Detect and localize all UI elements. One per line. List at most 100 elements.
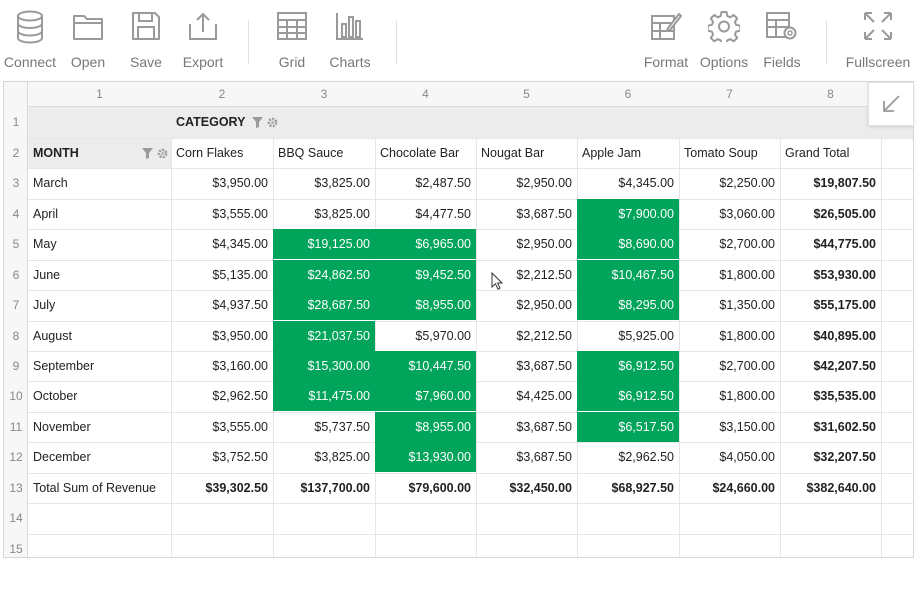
fullscreen-button[interactable]: Fullscreen — [843, 6, 913, 76]
category-member-header[interactable]: Nougat Bar — [481, 146, 545, 160]
total-cell[interactable]: $32,450.00 — [509, 481, 572, 495]
column-header[interactable]: 1 — [96, 87, 103, 101]
category-member-header[interactable]: BBQ Sauce — [278, 146, 344, 160]
row-label-month[interactable]: November — [33, 420, 91, 434]
value-cell[interactable]: $5,970.00 — [415, 329, 471, 343]
value-cell[interactable]: $3,555.00 — [212, 207, 268, 221]
value-cell[interactable]: $3,825.00 — [314, 450, 370, 464]
highlighted-value-cell[interactable]: $10,447.50 — [375, 351, 476, 381]
value-cell[interactable]: $3,950.00 — [212, 176, 268, 190]
category-field-header[interactable]: CATEGORY — [171, 107, 371, 138]
value-cell[interactable]: $3,060.00 — [719, 207, 775, 221]
value-cell[interactable]: $1,800.00 — [719, 389, 775, 403]
row-header[interactable]: 5 — [12, 237, 20, 251]
grand-total-cell[interactable]: $382,640.00 — [806, 481, 876, 495]
column-header[interactable]: 3 — [320, 87, 328, 101]
value-cell[interactable]: $3,950.00 — [212, 329, 268, 343]
category-member-header[interactable]: Tomato Soup — [684, 146, 758, 160]
grand-total-cell[interactable]: $44,775.00 — [813, 237, 876, 251]
total-cell[interactable]: $39,302.50 — [205, 481, 268, 495]
month-field-header[interactable]: MONTH — [28, 138, 171, 168]
row-label-month[interactable]: December — [33, 450, 91, 464]
highlighted-value-cell[interactable]: $8,955.00 — [375, 412, 476, 442]
highlighted-value-cell[interactable]: $8,295.00 — [577, 290, 679, 320]
value-cell[interactable]: $5,925.00 — [618, 329, 674, 343]
value-cell[interactable]: $2,950.00 — [516, 176, 572, 190]
total-cell[interactable]: $137,700.00 — [300, 481, 370, 495]
highlighted-value-cell[interactable]: $7,900.00 — [577, 199, 679, 229]
highlighted-value-cell[interactable]: $6,517.50 — [577, 412, 679, 442]
value-cell[interactable]: $3,752.50 — [212, 450, 268, 464]
column-header[interactable]: 5 — [523, 87, 530, 101]
column-header[interactable]: 8 — [827, 87, 834, 101]
grand-total-cell[interactable]: $26,505.00 — [813, 207, 876, 221]
highlighted-value-cell[interactable]: $11,475.00 — [273, 381, 375, 411]
row-header[interactable]: 1 — [12, 115, 20, 129]
row-header[interactable]: 2 — [12, 146, 20, 160]
connect-button[interactable]: Connect — [0, 6, 65, 76]
value-cell[interactable]: $4,345.00 — [618, 176, 674, 190]
row-label-month[interactable]: April — [33, 207, 59, 221]
grand-total-cell[interactable]: $42,207.50 — [813, 359, 876, 373]
highlighted-value-cell[interactable]: $21,037.50 — [273, 321, 375, 351]
value-cell[interactable]: $1,800.00 — [719, 268, 775, 282]
value-cell[interactable]: $3,825.00 — [314, 207, 370, 221]
pivot-grid[interactable]: 1 2 3 4 5 6 7 8 1 2 3 4 5 6 7 8 9 10 11 … — [3, 81, 914, 558]
column-header[interactable]: 2 — [218, 87, 226, 101]
total-cell[interactable]: $68,927.50 — [611, 481, 674, 495]
value-cell[interactable]: $3,150.00 — [719, 420, 775, 434]
total-row-label[interactable]: Total Sum of Revenue — [33, 481, 156, 495]
row-header[interactable]: 8 — [12, 329, 20, 343]
export-button[interactable]: Export — [168, 6, 238, 76]
value-cell[interactable]: $2,962.50 — [618, 450, 674, 464]
format-button[interactable]: Format — [631, 6, 701, 76]
value-cell[interactable]: $5,737.50 — [314, 420, 370, 434]
row-header[interactable]: 4 — [12, 207, 20, 221]
value-cell[interactable]: $5,135.00 — [212, 268, 268, 282]
row-header[interactable]: 12 — [9, 450, 23, 464]
fields-button[interactable]: Fields — [747, 6, 817, 76]
row-label-month[interactable]: May — [33, 237, 57, 251]
category-member-header[interactable]: Apple Jam — [582, 146, 642, 160]
row-label-month[interactable]: July — [33, 298, 56, 312]
row-header[interactable]: 3 — [12, 176, 20, 190]
value-cell[interactable]: $3,687.50 — [516, 450, 572, 464]
value-cell[interactable]: $3,160.00 — [212, 359, 268, 373]
category-member-header[interactable]: Corn Flakes — [176, 146, 244, 160]
value-cell[interactable]: $2,250.00 — [719, 176, 775, 190]
value-cell[interactable]: $2,700.00 — [719, 359, 775, 373]
row-header[interactable]: 9 — [12, 359, 20, 373]
row-header[interactable]: 15 — [9, 542, 23, 556]
value-cell[interactable]: $2,212.50 — [516, 329, 572, 343]
grand-total-cell[interactable]: $40,895.00 — [813, 329, 876, 343]
value-cell[interactable]: $3,687.50 — [516, 207, 572, 221]
row-header[interactable]: 7 — [12, 298, 20, 312]
grand-total-cell[interactable]: $55,175.00 — [813, 298, 876, 312]
filter-icon[interactable] — [251, 117, 263, 129]
gear-icon[interactable] — [267, 117, 278, 128]
value-cell[interactable]: $2,487.50 — [415, 176, 471, 190]
charts-button[interactable]: Charts — [315, 6, 385, 76]
grand-total-cell[interactable]: $31,602.50 — [813, 420, 876, 434]
highlighted-value-cell[interactable]: $9,452.50 — [375, 260, 476, 290]
gear-icon[interactable] — [157, 148, 168, 159]
highlighted-value-cell[interactable]: $19,125.00 — [273, 229, 375, 259]
row-label-month[interactable]: September — [33, 359, 95, 373]
grid-button[interactable]: Grid — [257, 6, 327, 76]
value-cell[interactable]: $3,687.50 — [516, 359, 572, 373]
column-header[interactable]: 6 — [624, 87, 632, 101]
highlighted-value-cell[interactable]: $24,862.50 — [273, 260, 375, 290]
row-label-month[interactable]: June — [33, 268, 61, 282]
row-header[interactable]: 11 — [9, 420, 23, 434]
row-header[interactable]: 6 — [12, 268, 20, 282]
row-header[interactable]: 14 — [9, 511, 23, 525]
value-cell[interactable]: $2,700.00 — [719, 237, 775, 251]
highlighted-value-cell[interactable]: $13,930.00 — [375, 442, 476, 472]
row-header[interactable]: 10 — [9, 389, 23, 403]
highlighted-value-cell[interactable]: $15,300.00 — [273, 351, 375, 381]
collapse-button[interactable] — [868, 82, 914, 126]
open-button[interactable]: Open — [53, 6, 123, 76]
highlighted-value-cell[interactable]: $28,687.50 — [273, 290, 375, 320]
value-cell[interactable]: $2,950.00 — [516, 237, 572, 251]
highlighted-value-cell[interactable]: $8,690.00 — [577, 229, 679, 259]
